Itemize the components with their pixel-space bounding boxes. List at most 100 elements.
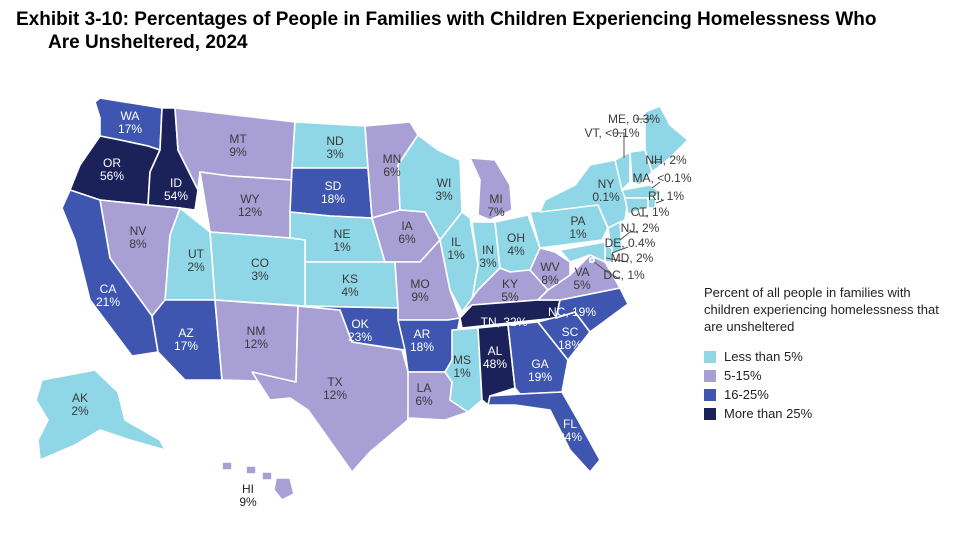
state-code-pa: PA [570, 214, 585, 228]
state-code-wa: WA [121, 109, 140, 123]
state-value-tn: 32% [503, 315, 527, 329]
state-code-wv: WV [540, 260, 559, 274]
state-value-mn: 6% [383, 165, 401, 179]
state-callout-ri: RI, 1% [648, 189, 684, 203]
state-value-ar: 18% [410, 340, 434, 354]
state-value-ok: 23% [348, 330, 372, 344]
state-code-wy: WY [240, 192, 259, 206]
state-ca [61, 189, 159, 357]
legend: Percent of all people in families with c… [704, 284, 944, 423]
state-code-nc: NC, [548, 305, 572, 319]
title-line-1: Exhibit 3-10: Percentages of People in F… [16, 9, 877, 30]
state-ak [35, 369, 166, 461]
state-callout-nh: NH, 2% [645, 153, 687, 167]
state-value-in: 3% [479, 256, 497, 270]
state-vt [614, 151, 631, 191]
legend-label: Less than 5% [724, 349, 803, 364]
state-value-nd: 3% [326, 147, 344, 161]
leader-line-dc [593, 261, 621, 280]
state-callout-nc: NC, 19% [548, 305, 596, 319]
state-code-ks: KS [342, 272, 358, 286]
legend-title: Percent of all people in families with c… [704, 285, 939, 334]
legend-label: 5-15% [724, 368, 762, 383]
legend-swatch [704, 350, 716, 363]
state-code-ne: NE [334, 227, 351, 241]
state-value-ct: 1% [652, 205, 670, 219]
state-callout-ct: CT, 1% [631, 205, 670, 219]
state-value-ne: 1% [333, 240, 351, 254]
state-code-va: VA [574, 265, 589, 279]
state-mi [469, 157, 513, 221]
state-value-sd: 18% [321, 192, 345, 206]
state-value-nh: 2% [669, 153, 687, 167]
state-value-wy: 12% [238, 205, 262, 219]
state-code-ct: CT, [631, 205, 652, 219]
state-code-al: AL [488, 344, 503, 358]
state-code-mi: MI [489, 192, 502, 206]
state-value-me: 0.3% [633, 112, 661, 126]
state-code-oh: OH [507, 231, 525, 245]
state-code-dc: DC, [603, 268, 627, 282]
state-value-fl: 24% [558, 430, 582, 444]
state-ma [621, 184, 663, 199]
state-code-nm: NM [247, 324, 266, 338]
state-code-vt: VT, [584, 126, 605, 140]
state-code-tn: TN, [481, 315, 504, 329]
state-code-nv: NV [130, 224, 147, 238]
state-value-mo: 9% [411, 290, 429, 304]
state-value-co: 3% [251, 269, 269, 283]
legend-label: More than 25% [724, 406, 813, 421]
state-code-id: ID [170, 176, 182, 190]
state-value-az: 17% [174, 339, 198, 353]
state-value-wi: 3% [435, 189, 453, 203]
state-value-mt: 9% [229, 145, 247, 159]
state-value-wa: 17% [118, 122, 142, 136]
state-code-ak: AK [72, 391, 88, 405]
state-code-nj: NJ, [621, 221, 642, 235]
state-code-tx: TX [327, 375, 342, 389]
state-code-az: AZ [178, 326, 193, 340]
state-value-nj: 2% [642, 221, 660, 235]
state-dc [589, 257, 595, 263]
state-code-ms: MS [453, 353, 471, 367]
legend-swatch [704, 369, 716, 382]
state-code-wi: WI [437, 176, 452, 190]
state-value-ia: 6% [398, 232, 416, 246]
state-code-sd: SD [325, 179, 342, 193]
state-value-ky: 5% [501, 290, 519, 304]
state-value-ak: 2% [71, 404, 89, 418]
legend-swatch [704, 388, 716, 401]
exhibit-title: Exhibit 3-10: Percentages of People in F… [16, 8, 956, 54]
state-code-sc: SC [562, 325, 579, 339]
state-code-ok: OK [351, 317, 368, 331]
state-code-de: DE, [605, 236, 628, 250]
state-code-md: MD, [611, 251, 636, 265]
leader-line-ri [655, 199, 665, 204]
legend-label: 16-25% [724, 387, 769, 402]
state-code-mn: MN [383, 152, 402, 166]
state-code-mt: MT [229, 132, 247, 146]
state-callout-dc: DC, 1% [603, 268, 645, 282]
state-value-tx: 12% [323, 388, 347, 402]
state-hi [221, 461, 295, 501]
state-code-fl: FL [563, 417, 577, 431]
state-code-ky: KY [502, 277, 518, 291]
state-callout-vt: VT, <0.1% [584, 126, 639, 140]
state-callout-nj: NJ, 2% [621, 221, 660, 235]
legend-item-5-15: 5-15% [704, 366, 944, 385]
state-code-mo: MO [410, 277, 429, 291]
state-code-nh: NH, [645, 153, 669, 167]
state-value-ms: 1% [453, 366, 471, 380]
state-md [559, 241, 606, 263]
leader-line-ct [637, 209, 648, 217]
state-nj [607, 221, 623, 256]
state-ok [297, 305, 406, 351]
state-code-or: OR [103, 156, 121, 170]
state-code-co: CO [251, 256, 269, 270]
state-code-ri: RI, [648, 189, 667, 203]
state-code-ga: GA [531, 357, 548, 371]
state-value-vt: <0.1% [605, 126, 640, 140]
state-value-il: 1% [447, 248, 465, 262]
state-code-ut: UT [188, 247, 205, 261]
